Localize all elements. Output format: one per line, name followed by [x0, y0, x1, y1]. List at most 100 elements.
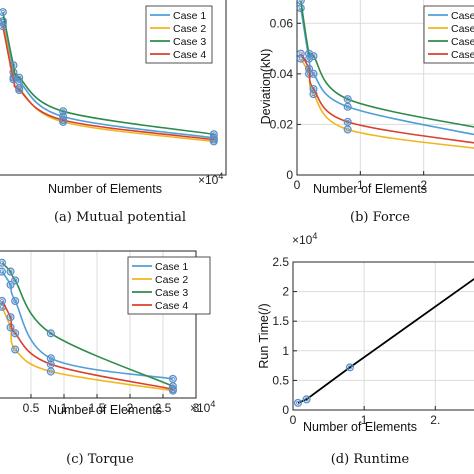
x-tick-label: 2.5 — [155, 401, 172, 415]
data-point — [209, 135, 218, 144]
data-point-inner — [170, 387, 175, 392]
data-point-inner — [8, 269, 13, 274]
series-line-3 — [2, 11, 214, 136]
data-point-inner — [17, 88, 22, 93]
data-point — [0, 296, 7, 306]
legend-label: Case 4 — [173, 49, 206, 61]
data-point — [0, 258, 7, 267]
y-axis-label: Deviation(kN) — [259, 49, 273, 125]
data-point — [343, 117, 352, 126]
x-tick-label: 3 — [193, 401, 200, 415]
data-point — [0, 267, 7, 276]
data-point — [46, 329, 55, 338]
series-line-1 — [297, 277, 474, 404]
data-point-inner — [61, 118, 66, 123]
data-point-inner — [11, 63, 16, 68]
data-point — [59, 107, 68, 116]
y-tick-label: 1.5 — [272, 314, 289, 328]
y-tick-label: 0 — [286, 168, 293, 182]
legend-label: Case 1 — [155, 261, 188, 273]
data-point — [168, 382, 177, 391]
data-point-inner — [0, 298, 4, 303]
y-tick-label: 2.5 — [272, 255, 289, 269]
data-point-inner — [0, 10, 5, 15]
data-point-inner — [0, 260, 4, 265]
data-point-inner — [311, 87, 316, 92]
data-point-inner — [295, 400, 300, 405]
x-tick-label: 1 — [357, 178, 364, 192]
series-line-4 — [2, 26, 214, 141]
x-tick-label: 1.5 — [89, 401, 106, 415]
data-point — [343, 95, 352, 104]
x-tick-label: 0 — [294, 178, 301, 192]
x-tick-label: 2 — [420, 178, 427, 192]
x-tick-label: 0 — [290, 413, 297, 427]
data-point-inner — [307, 66, 312, 71]
data-point — [296, 0, 305, 5]
data-point — [6, 267, 15, 276]
data-point — [46, 354, 55, 363]
data-point-inner — [298, 51, 303, 56]
x-tick-label: 1 — [61, 401, 68, 415]
axes-frame — [0, 0, 227, 176]
y-tick-label: 0.04 — [270, 67, 294, 81]
series-line-2 — [1, 306, 174, 392]
y-tick-label: 0.06 — [270, 16, 294, 30]
data-point — [345, 363, 354, 372]
data-point-inner — [345, 127, 350, 132]
data-point-inner — [17, 75, 22, 80]
data-point — [6, 313, 15, 322]
data-point — [0, 8, 7, 17]
y-tick-label: 1 — [282, 344, 289, 358]
y-tick-label: 0.5 — [272, 373, 289, 387]
legend-label: Case 3 — [451, 36, 474, 48]
axes-frame — [296, 0, 474, 176]
data-point-inner — [170, 376, 175, 381]
legend-label: Case 3 — [173, 36, 206, 48]
y-tick-label: 0.02 — [270, 117, 294, 131]
data-point-inner — [13, 278, 18, 283]
data-point — [304, 64, 314, 73]
data-point — [15, 73, 24, 82]
series-line-3 — [1, 262, 174, 387]
data-point — [343, 125, 352, 134]
y-axis-label: Run Time(/) — [257, 303, 271, 368]
x-exponent: ×104 — [190, 399, 215, 415]
data-point — [343, 102, 352, 111]
data-point-inner — [0, 269, 4, 274]
y-exponent: ×104 — [292, 231, 317, 247]
data-point-inner — [345, 119, 350, 124]
data-point — [11, 329, 20, 338]
panel-caption: (a) Mutual potential — [54, 210, 186, 225]
data-point-inner — [8, 282, 13, 287]
panel-caption: (d) Runtime — [331, 452, 410, 467]
series-line-2 — [300, 58, 474, 149]
data-point — [6, 280, 15, 289]
data-point-inner — [48, 369, 53, 374]
data-point-inner — [304, 397, 309, 402]
legend-label: Case 2 — [155, 274, 188, 286]
data-point-inner — [61, 109, 66, 114]
data-point — [46, 360, 55, 369]
data-point — [302, 395, 311, 404]
y-tick-label: 0 — [282, 403, 289, 417]
x-exponent-power: 4 — [210, 399, 215, 409]
data-point — [309, 84, 318, 94]
data-point — [0, 22, 7, 31]
x-axis-label: Number of Elements — [303, 420, 417, 434]
x-axis-label: Number of Elements — [48, 182, 162, 196]
data-point — [309, 52, 318, 61]
x-axis-label: Number of Elements — [48, 403, 162, 417]
panel-caption: (b) Force — [350, 210, 410, 225]
data-point — [11, 276, 20, 285]
data-point — [168, 385, 177, 394]
x-axis-label: Number of Elements — [313, 182, 427, 196]
x-exponent: ×104 — [198, 171, 223, 187]
x-tick-label: 2. — [430, 413, 440, 427]
